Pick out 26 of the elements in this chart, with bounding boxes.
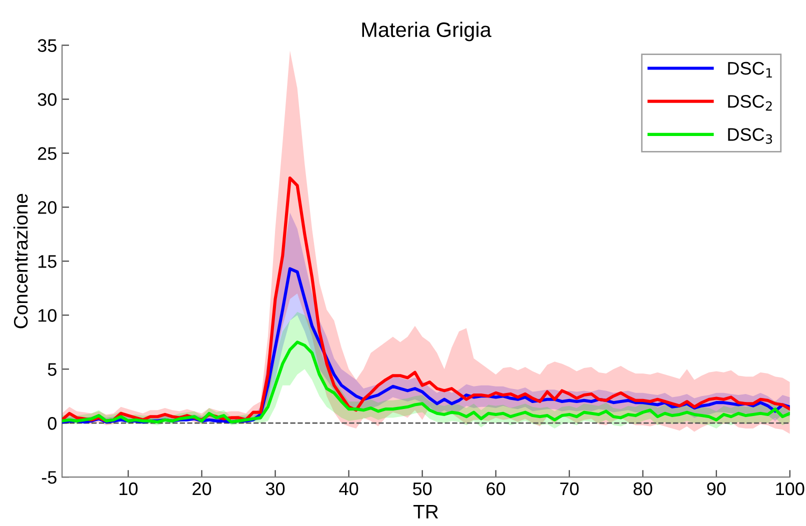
x-tick-label: 90 <box>707 482 726 496</box>
chart-title: Materia Grigia <box>362 22 492 42</box>
x-tick-label: 20 <box>192 482 212 496</box>
x-tick-label: 60 <box>486 482 506 496</box>
y-tick-label: 5 <box>48 363 56 376</box>
y-tick-label: 30 <box>38 93 56 106</box>
x-tick-label: 30 <box>266 482 285 496</box>
y-tick-label: 20 <box>38 201 56 214</box>
x-axis-title: TR <box>413 505 438 518</box>
y-tick-label: 35 <box>38 39 56 52</box>
legend-label: DSC$_{3}$ <box>728 128 772 144</box>
y-tick-label: 10 <box>38 309 56 322</box>
y-axis-title: Concentrazione <box>13 194 28 328</box>
y-tick-label: 0 <box>48 417 56 430</box>
x-tick-label: 70 <box>560 482 579 496</box>
y-tick-label: -5 <box>42 471 56 484</box>
x-tick-label: 10 <box>120 482 138 496</box>
y-tick-label: 15 <box>38 255 56 268</box>
x-tick-label: 80 <box>634 482 652 496</box>
x-tick-label: 40 <box>339 482 358 496</box>
line-series <box>62 340 790 424</box>
legend-label: DSC$_{2}$ <box>728 95 772 111</box>
x-tick-label: 100 <box>776 482 804 496</box>
x-tick-label: 50 <box>412 482 432 496</box>
legend-label: DSC$_{1}$ <box>728 62 772 78</box>
y-tick-label: 25 <box>38 147 56 160</box>
